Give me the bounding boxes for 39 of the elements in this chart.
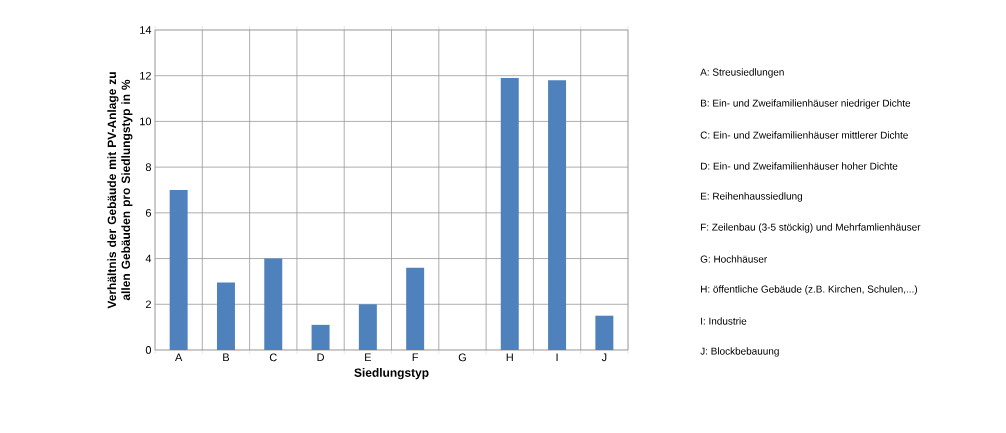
text: B: Ein- und Zweifamilienhäuser niedriger Dichte <box>701 99 911 109</box>
bar <box>500 77 519 350</box>
bar <box>169 189 188 350</box>
y-tick-label: 0 <box>145 346 152 354</box>
y-axis-title: Verhältnis der Gebäude mit PV-Anlage zu allen Gebäuden pro Siedlungstyp in % <box>107 72 133 309</box>
text: C: Ein- und Zweifamilienhäuser mittlerer Dichte <box>700 131 908 139</box>
bar <box>406 267 425 350</box>
y-tick-label: 2 <box>145 300 151 309</box>
bar <box>216 282 235 350</box>
y-tick-label: 8 <box>145 163 151 172</box>
bar <box>311 324 330 350</box>
text: G: Hochhäuser <box>700 255 768 263</box>
text: A: Streusiedlungen <box>700 68 784 78</box>
y-tick-label: 6 <box>145 208 151 217</box>
x-axis-title: Siedlungstyp <box>354 368 429 380</box>
bar <box>548 80 567 350</box>
x-tick-label: E <box>365 353 372 362</box>
y-tick-label: 14 <box>140 26 152 34</box>
bar <box>358 304 377 350</box>
x-tick-label: C <box>269 353 277 362</box>
x-tick-label: F <box>412 353 419 362</box>
bar <box>595 315 614 350</box>
x-tick-label: D <box>317 353 324 362</box>
x-tick-label: J <box>601 353 607 362</box>
x-tick-label: A <box>175 353 183 362</box>
bar <box>264 258 283 350</box>
text: E: Reihenhaussiedlung <box>701 192 802 202</box>
text: F: Zeilenbau (3-5 stöckig) und Mehrfamlienhäuser <box>701 223 921 233</box>
text: J: Blockbebauung <box>700 347 779 357</box>
text: D: Ein- und Zweifamilienhäuser hoher Dichte <box>701 162 898 170</box>
text: H: öffentliche Gebäude (z.B. Kirchen, Schulen,...) <box>701 285 918 295</box>
x-tick-label: H <box>506 353 513 362</box>
x-tick-label: G <box>458 353 466 362</box>
y-tick-label: 4 <box>145 254 152 263</box>
x-tick-label: I <box>556 353 558 362</box>
x-tick-label: B <box>223 353 230 362</box>
text: I: Industrie <box>701 317 747 325</box>
y-tick-label: 10 <box>140 117 152 126</box>
y-tick-label: 12 <box>140 71 151 80</box>
